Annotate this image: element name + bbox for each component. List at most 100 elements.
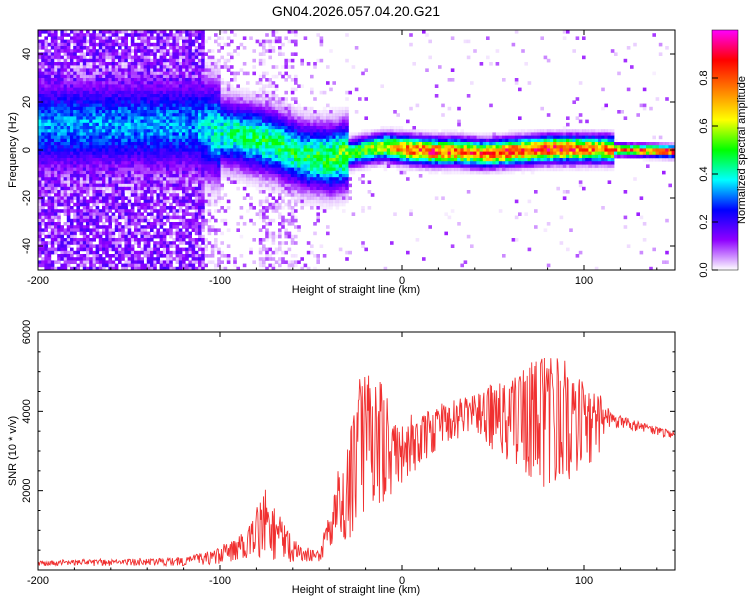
spectrogram-cell	[182, 270, 186, 274]
spectrogram-cell	[217, 90, 221, 95]
spectrogram-cell	[178, 250, 183, 255]
spectrogram-cell	[294, 87, 298, 92]
spectrogram-cell	[50, 65, 55, 69]
spectrogram-cell	[114, 132, 119, 136]
spectrogram-cell	[191, 62, 196, 66]
spectrogram-cell	[60, 170, 64, 175]
spectrogram-cell	[47, 231, 52, 236]
spectrogram-cell	[201, 90, 205, 95]
spectrogram-cell	[194, 154, 199, 159]
spectrogram-cell	[98, 55, 103, 60]
spectrogram-cell	[108, 62, 112, 66]
spectrogram-cell	[95, 174, 100, 178]
spectrogram-cell	[44, 161, 48, 165]
spectrogram-cell	[294, 113, 298, 117]
spectrogram-cell	[76, 186, 80, 191]
spectrogram-cell	[201, 151, 205, 156]
spectrogram-cell	[160, 270, 164, 274]
spectrogram-cell	[114, 218, 119, 223]
spectrogram-cell	[249, 250, 253, 255]
spectrogram-cell	[146, 212, 151, 216]
spectrogram-cell	[214, 113, 218, 117]
spectrogram-cell	[290, 145, 295, 149]
spectrogram-cell	[102, 74, 106, 79]
spectrogram-cell	[252, 94, 256, 98]
spectrogram-cell	[214, 116, 218, 120]
spectrogram-cell	[143, 90, 148, 95]
spectrogram-cell	[73, 215, 77, 220]
spectrogram-cell	[70, 180, 74, 184]
spectrogram-cell	[143, 266, 148, 270]
spectrogram-cell	[127, 84, 132, 88]
spectrogram-cell	[54, 68, 58, 72]
spectrogram-cell	[191, 42, 196, 47]
spectrogram-cell	[76, 154, 80, 159]
spectrogram-cell	[182, 167, 186, 172]
spectrogram-cell	[290, 186, 295, 191]
spectrogram-cell	[194, 238, 199, 242]
spectrogram-cell	[194, 36, 199, 40]
spectrogram-cell	[50, 94, 55, 98]
spectrogram-cell	[114, 145, 119, 149]
spectrogram-cell	[130, 132, 135, 136]
spectrogram-cell	[188, 97, 192, 101]
spectrogram-cell	[182, 260, 186, 264]
spectrogram-cell	[172, 55, 176, 60]
spectrogram-cell	[278, 52, 282, 56]
spectrogram-cell	[134, 199, 138, 204]
spectrogram-cell	[89, 222, 93, 226]
spectrogram-cell	[265, 110, 269, 114]
spectrogram-cell	[159, 81, 164, 85]
spectrogram-cell	[102, 42, 106, 47]
spectrogram-cell	[210, 225, 215, 229]
spectrogram-cell	[258, 119, 263, 124]
spectrogram-cell	[66, 71, 71, 76]
spectrogram-cell	[102, 68, 106, 72]
spectrogram-cell	[162, 97, 167, 101]
spectrogram-cell	[44, 263, 48, 268]
spectrogram-cell	[271, 81, 276, 85]
spectrogram-cell	[44, 167, 48, 172]
spectrogram-cell	[111, 202, 116, 207]
spectrogram-cell	[185, 87, 189, 92]
spectrogram-cell	[159, 113, 164, 117]
spectrogram-cell	[191, 132, 196, 136]
spectrogram-cell	[127, 55, 132, 60]
spectrogram-cell	[108, 49, 112, 53]
spectrogram-cell	[191, 100, 196, 104]
spectrogram-cell	[274, 100, 279, 104]
spectrogram-cell	[143, 103, 148, 108]
spectrogram-cell	[188, 270, 192, 274]
spectrogram-cell	[41, 46, 45, 50]
spectrogram-cell	[182, 142, 186, 146]
spectrogram-cell	[178, 81, 183, 85]
spectrogram-cell	[265, 84, 269, 88]
spectrogram-cell	[191, 202, 196, 207]
spectrogram-cell	[226, 158, 231, 162]
spectrogram-cell	[249, 161, 253, 165]
spectrogram-cell	[102, 62, 106, 66]
spectrogram-cell	[89, 244, 93, 248]
spectrogram-cell	[159, 110, 164, 114]
spectrogram-cell	[281, 170, 285, 175]
spectrogram-cell	[159, 238, 164, 242]
spectrogram-cell	[121, 186, 125, 191]
spectrogram-cell	[134, 151, 138, 156]
spectrogram-cell	[134, 177, 138, 181]
spectrogram-cell	[255, 183, 260, 188]
spectrogram-cell	[57, 78, 61, 82]
spectrogram-cell	[130, 222, 135, 226]
spectrogram-cell	[258, 228, 263, 232]
spectrogram-cell	[287, 103, 292, 108]
spectrogram-cell	[198, 145, 202, 149]
spectrogram-cell	[188, 65, 192, 69]
spectrogram-cell	[271, 97, 276, 101]
spectrogram-cell	[278, 71, 282, 76]
spectrogram-cell	[242, 100, 247, 104]
spectrogram-cell	[210, 161, 215, 165]
spectrogram-cell	[108, 199, 112, 204]
spectrogram-cell	[198, 186, 202, 191]
spectrogram-cell	[63, 106, 68, 111]
spectrogram-cell	[86, 74, 90, 79]
spectrogram-cell	[108, 129, 112, 133]
